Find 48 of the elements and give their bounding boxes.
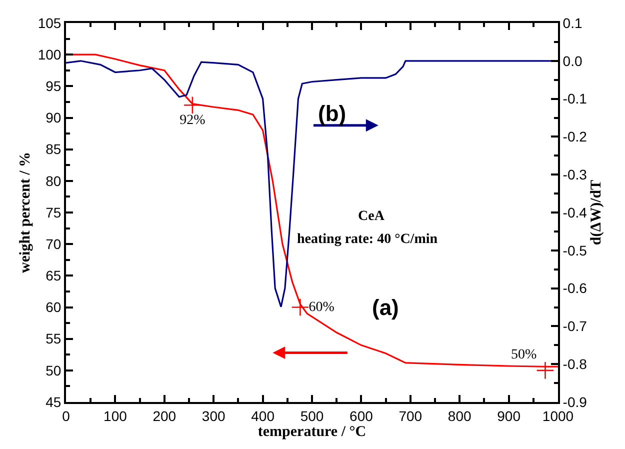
y-tick-label: 70 bbox=[46, 236, 62, 252]
x-tick-label: 0 bbox=[62, 408, 70, 424]
y2-tick-label: -0.6 bbox=[562, 280, 588, 296]
y2-tick-label: -0.1 bbox=[562, 90, 588, 107]
y-tick-label: 85 bbox=[46, 141, 62, 158]
x-tick-label: 200 bbox=[152, 408, 176, 424]
y2-tick-label: 0.1 bbox=[562, 14, 582, 31]
x-tick-label: 100 bbox=[104, 408, 128, 424]
x-tick-label: 400 bbox=[251, 408, 275, 424]
y2-tick-label: -0.3 bbox=[562, 166, 588, 182]
annotation: heating rate: 40 °C/min bbox=[297, 232, 438, 247]
data-label: 92% bbox=[180, 113, 206, 128]
y2-tick-label: -0.5 bbox=[562, 242, 588, 258]
x-axis-title: temperature / °C bbox=[258, 424, 366, 440]
y-tick-label: 105 bbox=[38, 14, 62, 31]
x-tick-label: 300 bbox=[202, 408, 226, 424]
x-tick-label: 900 bbox=[497, 408, 521, 424]
y-tick-label: 95 bbox=[46, 78, 62, 94]
x-tick-label: 700 bbox=[398, 408, 422, 424]
x-tick-label: 500 bbox=[300, 408, 324, 424]
y2-tick-label: -0.7 bbox=[562, 318, 588, 334]
data-label: 50% bbox=[511, 347, 538, 362]
y-tick-label: 45 bbox=[46, 394, 62, 410]
x-tick-label: 1000 bbox=[542, 408, 574, 424]
point bbox=[536, 361, 554, 380]
y-tick-label: 90 bbox=[46, 110, 62, 126]
y-tick-label: 60 bbox=[46, 299, 62, 316]
y2-tick-label: -0.4 bbox=[562, 204, 588, 220]
y-tick-label: 65 bbox=[46, 268, 62, 284]
y2-tick-label: 0.0 bbox=[562, 52, 582, 69]
y-tick-label: 75 bbox=[46, 204, 62, 220]
x-tick-label: 600 bbox=[350, 408, 374, 424]
y-tick-label: 50 bbox=[46, 362, 62, 378]
y-tick-label: 80 bbox=[46, 172, 62, 189]
x-tick-label: 800 bbox=[448, 408, 472, 424]
annotation: CeA bbox=[358, 209, 386, 224]
point bbox=[183, 96, 202, 114]
y2-tick-label: -0.8 bbox=[562, 356, 588, 372]
y2-tick-label: -0.9 bbox=[562, 394, 588, 410]
y2-tick-label: -0.2 bbox=[562, 128, 588, 145]
data-label: 60% bbox=[308, 300, 335, 315]
point bbox=[291, 298, 310, 316]
y-axis-title: weight percent / % bbox=[18, 152, 34, 273]
annotation: (b) bbox=[318, 101, 346, 126]
y-tick-label: 55 bbox=[46, 330, 62, 347]
y-tick-label: 100 bbox=[38, 46, 62, 62]
annotation: (a) bbox=[372, 295, 399, 320]
y2-axis-title: d(ΔW)/dT bbox=[588, 180, 605, 246]
